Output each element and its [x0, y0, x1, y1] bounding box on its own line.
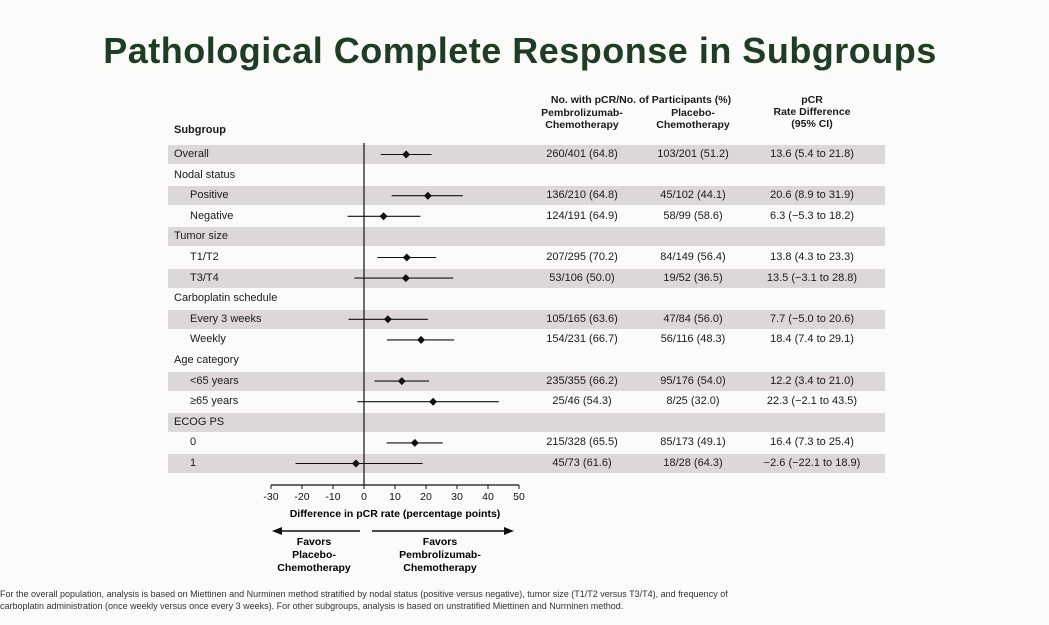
favors-left-line2: Placebo- — [292, 549, 336, 561]
pembro-value: 45/73 (61.6) — [552, 457, 612, 469]
subgroup-label: 1 — [190, 457, 197, 469]
x-tick-label: 40 — [482, 491, 494, 503]
favors-right-line3: Chemotherapy — [403, 562, 477, 574]
placebo-header: Placebo- Chemotherapy — [640, 107, 746, 131]
favors-right-line2: Pembrolizumab- — [399, 549, 481, 561]
pembro-value: 154/231 (66.7) — [546, 333, 618, 346]
x-tick-label: 20 — [420, 491, 432, 503]
x-tick-label: 0 — [361, 491, 367, 503]
pembro-value: 235/355 (66.2) — [546, 374, 618, 387]
row-band — [168, 454, 885, 473]
x-tick-label: -10 — [325, 491, 340, 503]
favors-left-arrowhead — [272, 527, 282, 535]
category-label: Carboplatin schedule — [174, 292, 278, 305]
x-tick-label: -30 — [263, 491, 278, 503]
row-band — [168, 186, 885, 206]
point-estimate — [429, 397, 438, 406]
diff-header: pCR Rate Difference (95% CI) — [756, 94, 868, 130]
slide-title: Pathological Complete Response in Subgro… — [103, 30, 937, 71]
subgroup-label: Weekly — [190, 333, 226, 346]
pembro-header-line2: Chemotherapy — [545, 119, 619, 131]
rate-difference: 13.8 (4.3 to 23.3) — [770, 251, 854, 263]
rate-difference: 20.6 (8.9 to 31.9) — [770, 189, 854, 202]
rate-difference: 13.6 (5.4 to 21.8) — [770, 148, 854, 160]
footnote-line-2: carboplatin administration (once weekly … — [0, 601, 624, 611]
category-label: Nodal status — [174, 168, 236, 181]
placebo-value: 95/176 (54.0) — [660, 374, 726, 387]
x-tick-label: 30 — [451, 491, 463, 503]
pembro-value: 53/106 (50.0) — [549, 271, 615, 284]
category-label: ECOG PS — [174, 415, 225, 428]
favors-right-line1: Favors — [423, 536, 458, 548]
subgroup-label: Every 3 weeks — [190, 312, 262, 325]
diff-header-line2: Rate Difference — [773, 106, 851, 118]
row-band — [168, 371, 885, 391]
counts-group-header: No. with pCR/No. of Participants (%) — [550, 94, 732, 106]
pembro-value: 215/328 (65.5) — [546, 436, 618, 449]
footnote-line-1: For the overall population, analysis is … — [0, 589, 728, 599]
x-tick-label: 50 — [513, 491, 525, 503]
point-estimate — [410, 438, 419, 447]
row-band — [168, 145, 885, 164]
placebo-value: 8/25 (32.0) — [666, 395, 720, 408]
placebo-value: 47/84 (56.0) — [663, 312, 723, 325]
pembro-value: 136/210 (64.8) — [546, 189, 618, 202]
row-band — [168, 268, 885, 288]
x-tick-label: 10 — [389, 491, 401, 503]
placebo-value: 84/149 (56.4) — [660, 251, 726, 263]
rate-difference: 6.3 (−5.3 to 18.2) — [769, 209, 855, 222]
placebo-value: 19/52 (36.5) — [663, 271, 723, 284]
placebo-value: 103/201 (51.2) — [657, 148, 729, 160]
rate-difference: 22.3 (−2.1 to 43.5) — [766, 395, 858, 408]
diff-header-line1: pCR — [801, 94, 823, 106]
placebo-header-line1: Placebo- — [671, 107, 715, 119]
pembro-value: 260/401 (64.8) — [546, 148, 618, 160]
rate-difference: 18.4 (7.4 to 29.1) — [770, 333, 854, 346]
rate-difference: 12.2 (3.4 to 21.0) — [770, 374, 854, 387]
x-axis-label: Difference in pCR rate (percentage point… — [290, 508, 501, 520]
rate-difference: 7.7 (−5.0 to 20.6) — [769, 312, 855, 325]
pembro-value: 105/165 (63.6) — [546, 312, 618, 325]
favors-left-line1: Favors — [297, 536, 332, 548]
row-band — [168, 227, 885, 247]
subgroup-label: Positive — [190, 189, 229, 202]
point-estimate — [379, 212, 388, 221]
subgroup-label: T3/T4 — [190, 271, 219, 284]
favors-right-arrowhead — [504, 527, 514, 535]
pembro-header: Pembrolizumab- Chemotherapy — [528, 107, 636, 131]
subgroup-label: <65 years — [190, 374, 239, 387]
placebo-value: 45/102 (44.1) — [660, 189, 726, 202]
placebo-value: 85/173 (49.1) — [660, 436, 726, 449]
diff-header-line3: (95% CI) — [791, 118, 833, 130]
pembro-value: 207/295 (70.2) — [546, 251, 618, 263]
subgroup-label: 0 — [190, 436, 197, 449]
rate-difference: −2.6 (−22.1 to 18.9) — [763, 457, 861, 469]
favors-left-line3: Chemotherapy — [277, 562, 351, 574]
pembro-value: 25/46 (54.3) — [552, 395, 612, 408]
placebo-value: 56/116 (48.3) — [660, 333, 726, 346]
category-label: Age category — [174, 354, 239, 366]
subgroup-label: ≥65 years — [190, 395, 239, 408]
subgroup-label: Negative — [190, 209, 234, 222]
rate-difference: 16.4 (7.3 to 25.4) — [770, 436, 854, 449]
pembro-value: 124/191 (64.9) — [546, 209, 618, 222]
subgroup-label: T1/T2 — [190, 251, 219, 263]
placebo-value: 18/28 (64.3) — [663, 457, 723, 469]
subgroup-header: Subgroup — [174, 124, 226, 136]
pembro-header-line1: Pembrolizumab- — [541, 107, 623, 119]
rate-difference: 13.5 (−3.1 to 28.8) — [766, 271, 858, 284]
placebo-header-line2: Chemotherapy — [656, 119, 730, 131]
placebo-value: 58/99 (58.6) — [663, 209, 723, 222]
subgroup-label: Overall — [174, 148, 209, 160]
row-band — [168, 309, 885, 329]
point-estimate — [417, 335, 426, 344]
category-label: Tumor size — [174, 230, 228, 243]
x-tick-label: -20 — [294, 491, 309, 503]
row-band — [168, 412, 885, 432]
point-estimate — [402, 253, 411, 262]
